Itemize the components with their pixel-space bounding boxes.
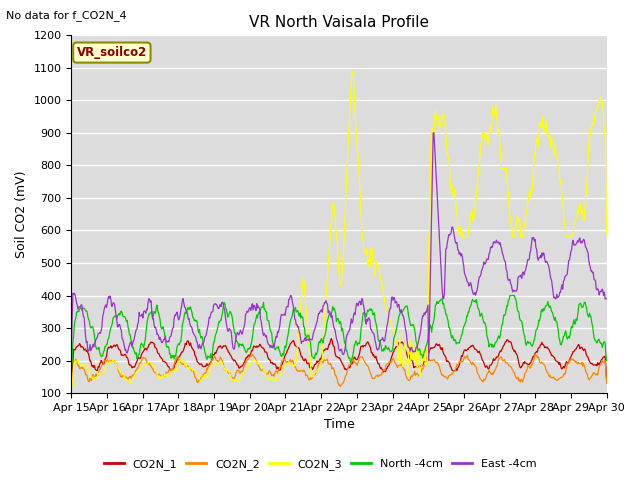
North -4cm [215,319,223,325]
North -4cm [404,307,412,313]
CO2N_2 [187,365,195,371]
CO2N_3 [215,360,223,365]
East -4cm [404,343,412,349]
East -4cm [132,327,140,333]
North -4cm [68,368,76,373]
CO2N_3 [404,347,412,352]
CO2N_1 [215,344,223,349]
East -4cm [187,324,195,329]
CO2N_1 [404,353,412,359]
East -4cm [425,358,433,363]
CO2N_2 [132,367,140,373]
CO2N_2 [77,364,85,370]
CO2N_1 [77,344,85,350]
CO2N_3 [77,363,85,369]
Line: CO2N_1: CO2N_1 [72,338,607,384]
North -4cm [507,293,515,299]
CO2N_2 [531,351,539,357]
CO2N_1 [327,336,335,341]
CO2N_3 [68,384,76,389]
CO2N_3 [603,233,611,239]
Line: CO2N_3: CO2N_3 [72,71,607,386]
Legend: CO2N_1, CO2N_2, CO2N_3, North -4cm, East -4cm: CO2N_1, CO2N_2, CO2N_3, North -4cm, East… [99,455,541,474]
CO2N_2 [68,384,76,389]
CO2N_1 [187,340,195,346]
CO2N_2 [404,377,412,383]
East -4cm [429,130,437,136]
East -4cm [68,345,76,350]
CO2N_3 [132,370,140,376]
CO2N_3 [349,68,356,74]
North -4cm [187,304,195,310]
Y-axis label: Soil CO2 (mV): Soil CO2 (mV) [15,170,28,258]
Title: VR North Vaisala Profile: VR North Vaisala Profile [249,15,429,30]
Text: VR_soilco2: VR_soilco2 [77,46,147,59]
CO2N_2 [420,363,428,369]
CO2N_2 [603,380,611,386]
East -4cm [420,313,428,319]
CO2N_2 [215,358,223,364]
Line: CO2N_2: CO2N_2 [72,354,607,386]
North -4cm [77,305,85,311]
East -4cm [77,302,85,308]
Line: East -4cm: East -4cm [72,133,607,360]
CO2N_3 [187,365,195,371]
CO2N_1 [420,358,428,364]
X-axis label: Time: Time [324,419,355,432]
Line: North -4cm: North -4cm [72,296,607,371]
Text: No data for f_CO2N_4: No data for f_CO2N_4 [6,10,127,21]
East -4cm [215,306,223,312]
North -4cm [420,352,428,358]
North -4cm [603,358,611,363]
CO2N_1 [603,377,611,383]
East -4cm [603,296,611,301]
CO2N_1 [68,381,76,386]
CO2N_3 [420,358,428,363]
CO2N_1 [132,360,140,366]
North -4cm [132,350,140,356]
